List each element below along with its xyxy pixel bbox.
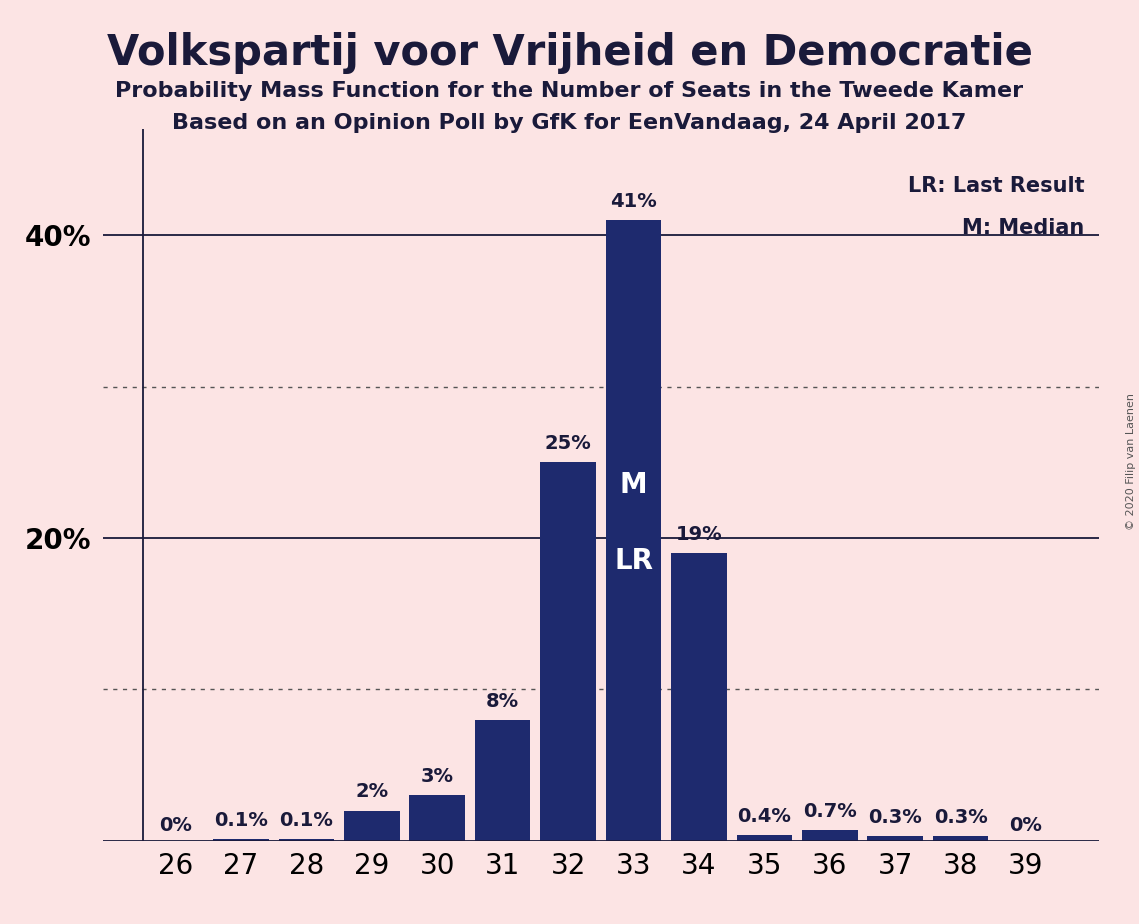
Text: 0.3%: 0.3% — [868, 808, 923, 827]
Text: 25%: 25% — [544, 434, 591, 454]
Text: 0.4%: 0.4% — [737, 807, 792, 826]
Text: 3%: 3% — [420, 767, 453, 786]
Bar — [410, 796, 465, 841]
Text: 0.1%: 0.1% — [279, 811, 334, 831]
Text: 0.7%: 0.7% — [803, 802, 857, 821]
Bar — [540, 462, 596, 841]
Text: 0.1%: 0.1% — [214, 811, 268, 831]
Bar — [671, 553, 727, 841]
Text: LR: LR — [614, 547, 653, 575]
Bar — [737, 834, 792, 841]
Text: 19%: 19% — [675, 525, 722, 544]
Bar — [868, 836, 923, 841]
Text: © 2020 Filip van Laenen: © 2020 Filip van Laenen — [1126, 394, 1136, 530]
Bar — [279, 839, 334, 841]
Text: 0%: 0% — [1009, 816, 1042, 834]
Bar — [213, 839, 269, 841]
Text: M: M — [620, 471, 647, 499]
Text: 0%: 0% — [159, 816, 192, 834]
Bar — [802, 831, 858, 841]
Text: 2%: 2% — [355, 783, 388, 801]
Bar — [933, 836, 989, 841]
Text: Based on an Opinion Poll by GfK for EenVandaag, 24 April 2017: Based on an Opinion Poll by GfK for EenV… — [172, 113, 967, 133]
Text: 8%: 8% — [486, 692, 519, 711]
Bar — [344, 810, 400, 841]
Text: Volkspartij voor Vrijheid en Democratie: Volkspartij voor Vrijheid en Democratie — [107, 32, 1032, 74]
Text: 0.3%: 0.3% — [934, 808, 988, 827]
Text: LR: Last Result: LR: Last Result — [908, 176, 1084, 196]
Text: 41%: 41% — [611, 192, 657, 211]
Bar — [606, 220, 662, 841]
Bar — [475, 720, 531, 841]
Text: M: Median: M: Median — [962, 218, 1084, 238]
Text: Probability Mass Function for the Number of Seats in the Tweede Kamer: Probability Mass Function for the Number… — [115, 81, 1024, 102]
